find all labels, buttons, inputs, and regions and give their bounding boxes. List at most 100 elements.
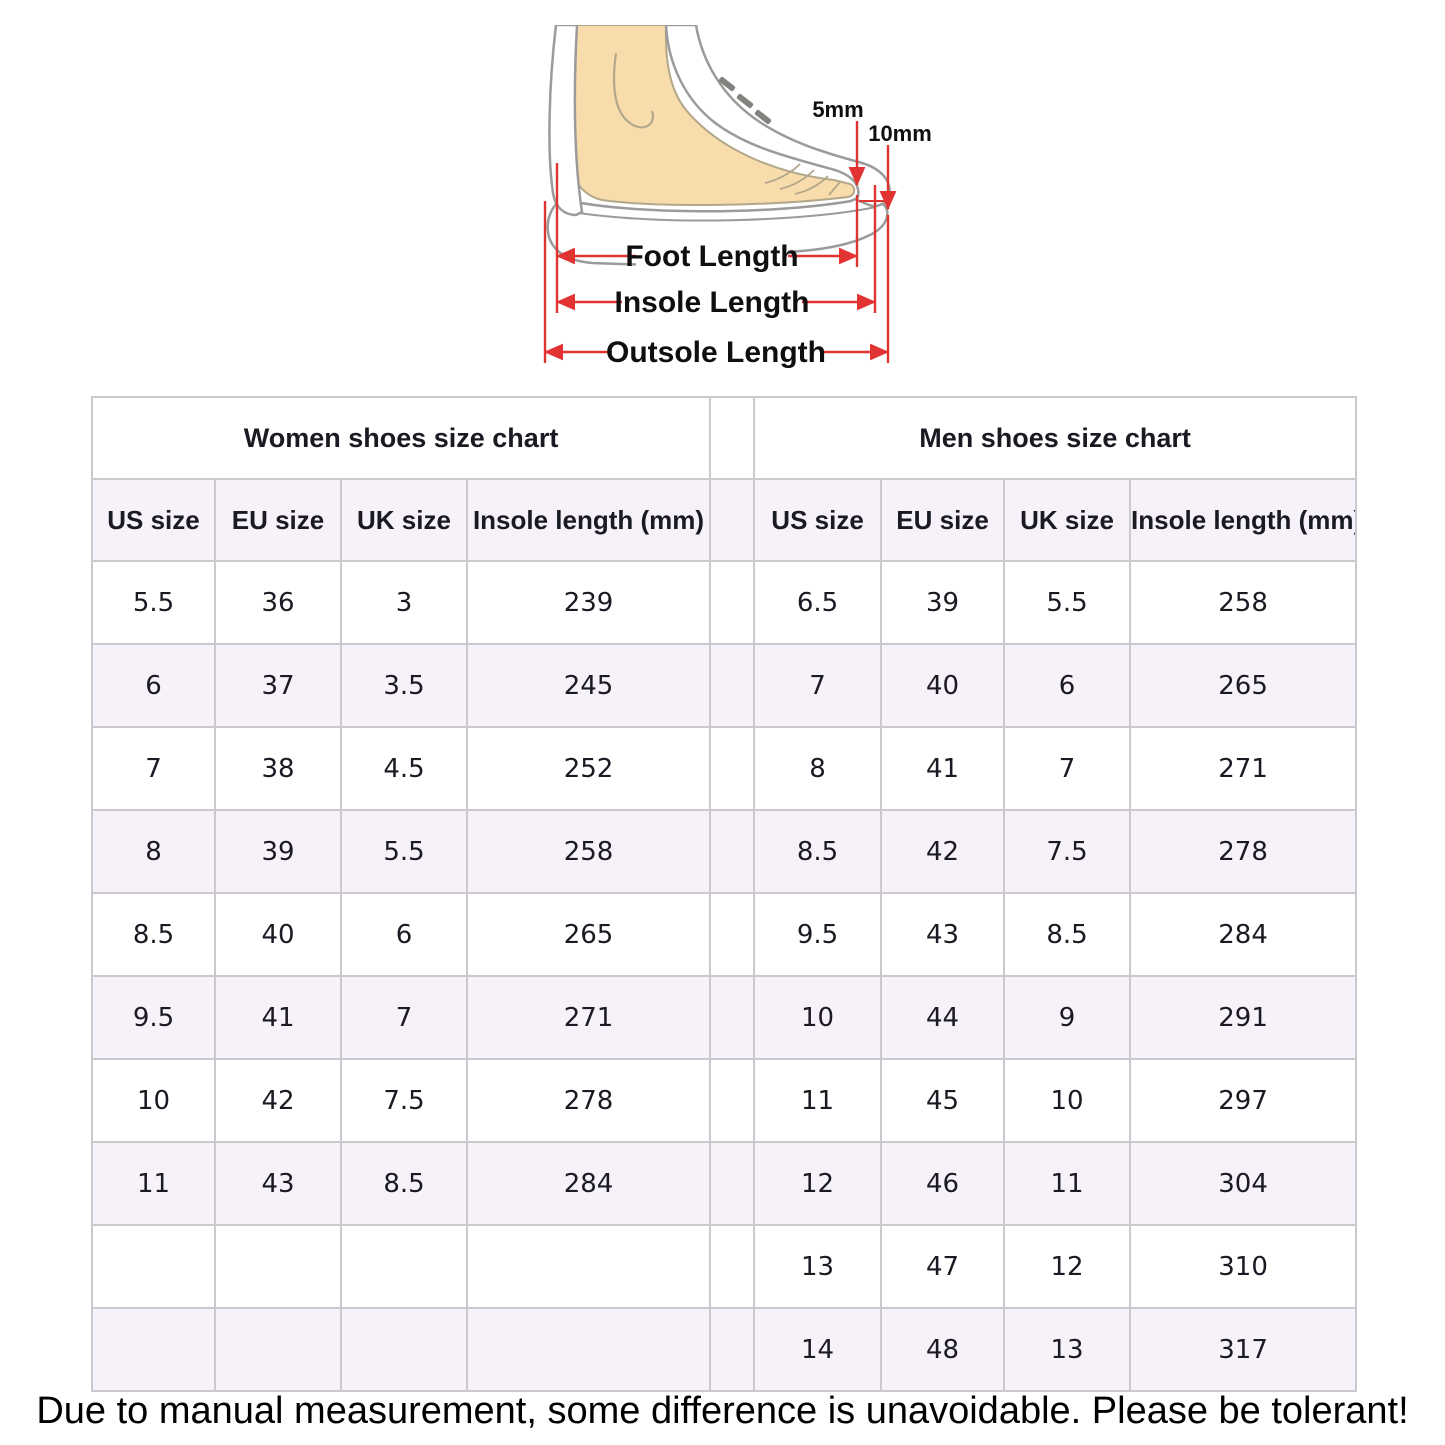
spacer-cell xyxy=(709,975,756,1060)
table-header-row: US size EU size UK size Insole length (m… xyxy=(91,478,1358,562)
table-row: 13 47 12 310 xyxy=(91,1224,1358,1309)
table-cell xyxy=(340,1307,468,1392)
table-cell: 278 xyxy=(465,1058,712,1143)
spacer-cell xyxy=(709,560,756,645)
spacer-cell xyxy=(709,1058,756,1143)
table-cell: 252 xyxy=(465,726,712,811)
table-cell: 37 xyxy=(214,643,342,728)
table-cell: 8 xyxy=(91,809,216,894)
measurement-disclaimer: Due to manual measurement, some differen… xyxy=(36,1390,1409,1432)
table-cell xyxy=(465,1224,712,1309)
table-row: 6 37 3.5 245 7 40 6 265 xyxy=(91,643,1358,728)
lace-straps xyxy=(718,76,772,125)
spacer-cell xyxy=(709,1224,756,1309)
table-cell: 6.5 xyxy=(753,560,883,645)
table-cell: 3 xyxy=(340,560,468,645)
column-header-men-us: US size xyxy=(753,478,883,562)
table-cell: 297 xyxy=(1129,1058,1358,1143)
table-cell: 43 xyxy=(880,892,1006,977)
insole-length-label: Insole Length xyxy=(615,286,810,319)
table-row: 10 42 7.5 278 11 45 10 297 xyxy=(91,1058,1358,1143)
table-row: 9.5 41 7 271 10 44 9 291 xyxy=(91,975,1358,1060)
foot-length-label: Foot Length xyxy=(625,240,798,273)
table-cell xyxy=(465,1307,712,1392)
table-cell: 245 xyxy=(465,643,712,728)
column-header-women-uk: UK size xyxy=(340,478,468,562)
table-cell: 8.5 xyxy=(753,809,883,894)
table-cell: 8.5 xyxy=(91,892,216,977)
spacer-cell xyxy=(709,1141,756,1226)
table-cell: 5.5 xyxy=(340,809,468,894)
table-cell: 7 xyxy=(753,643,883,728)
table-cell: 47 xyxy=(880,1224,1006,1309)
table-cell: 7 xyxy=(91,726,216,811)
table-cell: 317 xyxy=(1129,1307,1358,1392)
table-cell: 13 xyxy=(753,1224,883,1309)
table-row: 8.5 40 6 265 9.5 43 8.5 284 xyxy=(91,892,1358,977)
table-cell: 13 xyxy=(1003,1307,1132,1392)
foot-measurement-diagram: Foot Length Insole Length Outsole Length… xyxy=(540,23,940,375)
table-cell: 7 xyxy=(1003,726,1132,811)
table-cell: 278 xyxy=(1129,809,1358,894)
spacer-cell xyxy=(709,1307,756,1392)
table-row: 14 48 13 317 xyxy=(91,1307,1358,1392)
table-cell: 11 xyxy=(1003,1141,1132,1226)
spacer-cell xyxy=(709,396,756,480)
table-cell: 304 xyxy=(1129,1141,1358,1226)
table-cell: 7 xyxy=(340,975,468,1060)
table-cell: 310 xyxy=(1129,1224,1358,1309)
table-row: 7 38 4.5 252 8 41 7 271 xyxy=(91,726,1358,811)
table-cell: 10 xyxy=(1003,1058,1132,1143)
table-cell: 44 xyxy=(880,975,1006,1060)
outsole-length-label: Outsole Length xyxy=(606,336,826,369)
table-cell: 239 xyxy=(465,560,712,645)
table-cell xyxy=(91,1307,216,1392)
table-cell xyxy=(214,1307,342,1392)
table-cell: 42 xyxy=(880,809,1006,894)
table-cell: 291 xyxy=(1129,975,1358,1060)
table-cell: 258 xyxy=(1129,560,1358,645)
spacer-cell xyxy=(709,726,756,811)
shoe-size-table: Women shoes size chart Men shoes size ch… xyxy=(90,396,1358,1392)
table-cell: 6 xyxy=(91,643,216,728)
table-cell: 265 xyxy=(465,892,712,977)
column-header-men-insole: Insole length (mm) xyxy=(1129,478,1358,562)
spacer-cell xyxy=(709,892,756,977)
gap-10mm-label: 10mm xyxy=(868,121,932,146)
table-cell: 8 xyxy=(753,726,883,811)
table-cell: 10 xyxy=(753,975,883,1060)
table-title-row: Women shoes size chart Men shoes size ch… xyxy=(90,396,1358,480)
column-header-men-uk: UK size xyxy=(1003,478,1132,562)
table-cell: 5.5 xyxy=(1003,560,1132,645)
table-cell: 48 xyxy=(880,1307,1006,1392)
table-cell: 6 xyxy=(1003,643,1132,728)
gap-5mm-label: 5mm xyxy=(812,97,863,122)
table-cell: 7.5 xyxy=(340,1058,468,1143)
table-cell: 12 xyxy=(753,1141,883,1226)
table-cell: 14 xyxy=(753,1307,883,1392)
spacer-cell xyxy=(709,809,756,894)
table-cell: 8.5 xyxy=(1003,892,1132,977)
table-cell: 271 xyxy=(1129,726,1358,811)
table-cell: 40 xyxy=(214,892,342,977)
table-cell: 39 xyxy=(880,560,1006,645)
table-cell: 45 xyxy=(880,1058,1006,1143)
table-cell: 271 xyxy=(465,975,712,1060)
table-cell: 11 xyxy=(753,1058,883,1143)
table-cell: 10 xyxy=(91,1058,216,1143)
table-cell: 39 xyxy=(214,809,342,894)
table-cell: 265 xyxy=(1129,643,1358,728)
table-cell: 9.5 xyxy=(91,975,216,1060)
table-cell: 9 xyxy=(1003,975,1132,1060)
table-cell: 41 xyxy=(880,726,1006,811)
table-cell xyxy=(340,1224,468,1309)
table-cell: 42 xyxy=(214,1058,342,1143)
table-cell: 36 xyxy=(214,560,342,645)
size-tables: Women shoes size chart Men shoes size ch… xyxy=(90,396,1358,1392)
table-cell xyxy=(91,1224,216,1309)
foot-measurement-illustration: Foot Length Insole Length Outsole Length… xyxy=(543,23,932,370)
table-cell: 4.5 xyxy=(340,726,468,811)
table-cell: 3.5 xyxy=(340,643,468,728)
spacer-cell xyxy=(709,478,756,562)
